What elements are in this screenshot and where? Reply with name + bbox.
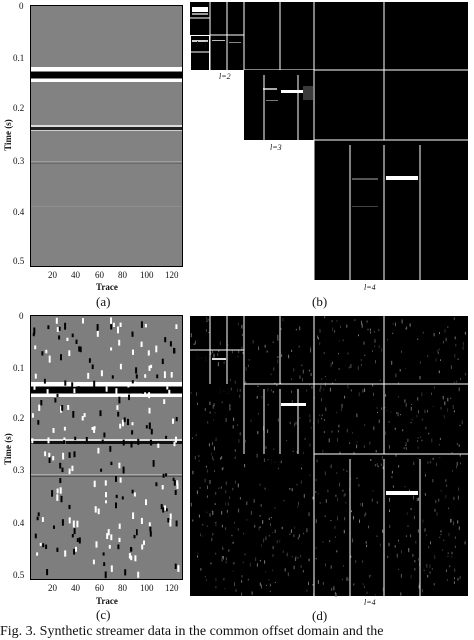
- seismic-events-a: [31, 67, 182, 207]
- x-tick-a-80: 80: [118, 270, 127, 280]
- x-tick-a-100: 100: [140, 270, 154, 280]
- y-tick-c-0: 0: [19, 311, 24, 321]
- panel-label-d: (d): [312, 608, 328, 623]
- level-label-d-2: l=2: [219, 387, 231, 396]
- level-label-b-1: l=1: [196, 40, 208, 49]
- wavelet-panel-d: [190, 316, 468, 598]
- wavelet-panel-b: [190, 2, 468, 280]
- x-tick-a-120: 120: [165, 270, 179, 280]
- level-label-d-1: l=1: [196, 354, 208, 363]
- y-tick-a-3: 0.3: [13, 156, 25, 166]
- seismic-events-c: [31, 317, 182, 579]
- y-tick-c-2: 0.2: [13, 413, 25, 423]
- x-tick-a-20: 20: [48, 270, 57, 280]
- figure-caption: Fig. 3. Synthetic streamer data in the c…: [0, 624, 384, 639]
- level-label-d-3: l=3: [270, 458, 282, 467]
- x-tick-c-100: 100: [140, 583, 154, 593]
- y-tick-c-4: 0.4: [13, 518, 25, 528]
- y-axis-label-a: Time (s): [3, 119, 13, 151]
- y-tick-a-2: 0.2: [13, 103, 25, 113]
- level-label-b-3: l=3: [270, 143, 282, 152]
- y-tick-c-5: 0.5: [13, 570, 25, 580]
- level-label-d-4: l=4: [364, 598, 376, 607]
- y-tick-a-4: 0.4: [13, 207, 25, 217]
- panel-label-b: (b): [312, 294, 328, 309]
- x-tick-c-80: 80: [118, 583, 127, 593]
- seismic-panel-a: [30, 5, 183, 267]
- y-tick-a-1: 0.1: [13, 53, 25, 63]
- y-tick-a-5: 0.5: [13, 256, 25, 266]
- x-tick-a-40: 40: [71, 270, 80, 280]
- y-tick-c-1: 0.1: [13, 363, 25, 373]
- y-tick-c-3: 0.3: [13, 465, 25, 475]
- x-tick-c-40: 40: [71, 583, 80, 593]
- x-tick-c-20: 20: [48, 583, 57, 593]
- x-tick-c-60: 60: [95, 583, 104, 593]
- level-label-b-4: l=4: [364, 283, 376, 292]
- panel-label-c: (c): [96, 607, 111, 622]
- y-axis-label-c: Time (s): [3, 433, 13, 465]
- panel-label-a: (a): [96, 294, 111, 309]
- y-tick-a-0: 0: [19, 1, 24, 11]
- x-tick-a-60: 60: [95, 270, 104, 280]
- x-axis-label-a: Trace: [96, 282, 118, 292]
- level-label-b-2: l=2: [219, 72, 231, 81]
- seismic-panel-c: [30, 315, 183, 580]
- x-tick-c-120: 120: [165, 583, 179, 593]
- x-axis-label-c: Trace: [96, 596, 118, 606]
